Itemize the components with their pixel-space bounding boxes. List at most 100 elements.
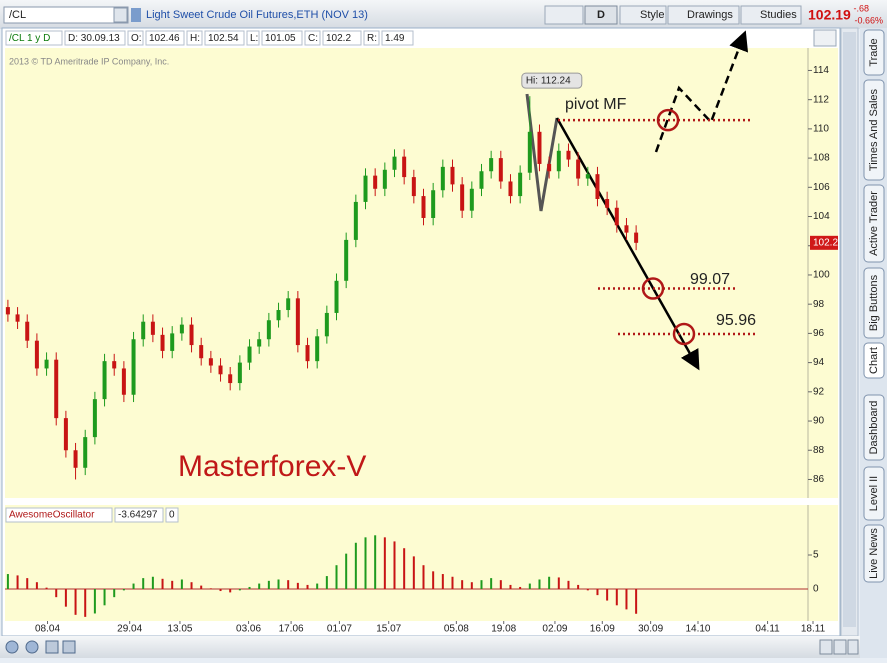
y-tick-label: 100 [813,270,830,281]
zoom-out[interactable] [5,640,19,654]
zoom-in[interactable] [25,640,39,654]
style-button[interactable] [619,5,667,25]
tool-icons[interactable] [544,5,584,25]
level-circle [656,108,680,132]
candle-body [556,150,561,172]
osc-name: AwesomeOscillator [9,510,95,521]
y-tick-label: 88 [813,445,825,456]
candle-body [469,188,474,211]
osc-bar [267,580,270,589]
pane-menu[interactable] [813,29,837,47]
candle-body [460,184,465,211]
price-change-pct: -0.66% [854,15,883,25]
sidebar-tab[interactable] [863,184,885,263]
y-tick-label: 90 [813,416,825,427]
level-label: 95.96 [716,312,756,329]
period: D [597,9,605,21]
osc-bar [190,582,193,589]
info-text: O: [131,33,142,44]
sidebar-tab[interactable] [863,524,885,583]
candle-body [63,418,68,451]
candle-body [605,199,610,208]
pivot-label: pivot MF [565,96,627,113]
candle-body [218,365,223,375]
osc-bar [219,589,222,592]
scroll-forward[interactable] [847,639,859,655]
candle-body [537,131,542,164]
period-button[interactable] [584,5,618,25]
info-text: 102.54 [208,33,239,44]
candle-body [344,239,349,281]
sidebar-tab[interactable] [863,394,885,461]
sidebar-tab[interactable] [863,29,885,76]
candle-body [237,362,242,384]
osc-bar [393,541,396,589]
scroll-back[interactable] [833,639,847,655]
osc-bar [364,537,367,589]
candle-body [5,307,10,315]
x-tick-label: 16.09 [590,624,615,635]
candle-body [141,321,146,340]
sidebar-tab[interactable] [863,342,885,379]
sidebar-tab[interactable] [863,466,885,521]
osc-bar [461,580,464,589]
info-text: 102.46 [149,33,180,44]
scroll-start[interactable] [819,639,833,655]
osc-bar [490,578,493,589]
info-cell [261,30,303,46]
osc-bar [171,580,174,589]
sidebar-tab[interactable] [863,267,885,339]
osc-bar [258,583,261,589]
osc-bar [45,587,48,589]
sidebar-tab-label: Active Trader [868,191,880,256]
copyright: 2013 © TD Ameritrade IP Company, Inc. [9,56,169,66]
zoom-box[interactable] [62,640,76,654]
drawings-button[interactable] [667,5,740,25]
osc-bar [625,589,628,610]
osc-bar [16,575,19,589]
candle-body [83,437,88,468]
symbol-input[interactable] [3,6,129,24]
osc-bar [596,589,599,596]
scroll-thumb[interactable] [843,32,856,627]
y-tick-label: 114 [813,65,829,76]
sidebar-tab-label: Chart [868,347,880,374]
x-tick-label: 17.06 [279,624,304,635]
candle-body [334,280,339,313]
candle-body [112,361,117,369]
candle-body [73,450,78,468]
candle-body [489,158,494,172]
candle-body [479,171,484,189]
osc-param: 0 [169,510,175,521]
forecast-arrow [654,30,749,153]
studies-button[interactable] [740,5,802,25]
zoom-fit[interactable] [45,640,59,654]
oscillator-pane [5,505,838,621]
info-cell [127,30,144,46]
osc-bar [26,578,29,589]
candle-body [208,358,213,366]
y-tick-label: 112 [813,94,829,105]
candle-body [315,336,320,362]
osc-bar [335,565,338,589]
x-tick-label: 15.07 [376,624,401,635]
candle-body [421,196,426,218]
symbol-dropdown[interactable] [113,7,128,23]
osc-bar [103,589,106,606]
candle-body [402,156,407,178]
x-tick-label: 01.07 [327,624,352,635]
osc-bar [64,589,67,607]
sidebar-tab[interactable] [863,79,885,181]
osc-bar [548,576,551,589]
info-text: 101.05 [265,33,296,44]
osc-bar [35,582,38,589]
osc-bar [306,584,309,589]
candle-body [102,361,107,400]
osc-bar [209,588,212,589]
info-cell [322,30,362,46]
osc-bar [412,556,415,589]
candle-body [276,310,281,321]
osc-value: -3.64297 [118,510,158,521]
x-tick-label: 18.11 [801,624,826,635]
osc-bar [113,589,116,598]
